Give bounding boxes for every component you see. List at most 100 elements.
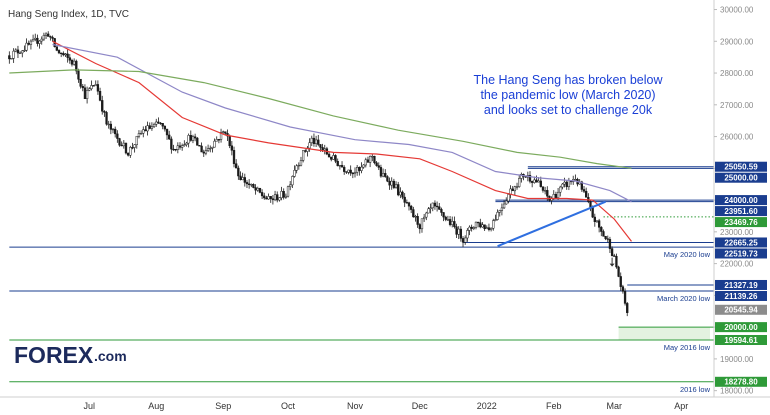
candle-body <box>297 164 300 167</box>
price-badge <box>715 237 767 248</box>
candle-body <box>291 176 294 186</box>
candle-body <box>51 36 54 39</box>
candle-body <box>626 303 629 313</box>
candle-body <box>489 227 493 230</box>
candle-body <box>183 144 186 146</box>
candle-body <box>319 144 322 148</box>
candle-body <box>204 150 208 154</box>
candle-body <box>440 209 443 213</box>
candle-body <box>107 123 110 126</box>
candle-body <box>533 179 536 183</box>
x-tick-label: Nov <box>347 401 364 411</box>
candle-body <box>494 219 497 221</box>
candle-body <box>34 37 37 40</box>
candle-body <box>582 189 586 192</box>
x-tick-label: 2022 <box>477 401 497 411</box>
candle-body <box>18 52 22 54</box>
candle-body <box>206 148 210 151</box>
candle-body <box>585 191 588 198</box>
candle-body <box>139 132 143 135</box>
candle-body <box>593 216 596 223</box>
candle-body <box>267 196 270 200</box>
candle-body <box>176 145 179 150</box>
candle-body <box>148 125 151 129</box>
candle-body <box>98 90 102 101</box>
candle-body <box>546 190 549 197</box>
candle-body <box>619 276 622 287</box>
candle-body <box>23 49 26 52</box>
trendline <box>497 200 606 248</box>
candle-body <box>358 167 361 171</box>
candle-body <box>323 148 326 151</box>
candle-body <box>505 200 508 205</box>
candle-body <box>142 129 145 134</box>
down-arrow-icon <box>609 257 615 267</box>
candle-body <box>90 85 93 90</box>
candle-body <box>198 145 201 147</box>
candle-body <box>301 150 305 161</box>
candle-body <box>431 202 434 209</box>
candle-body <box>345 171 348 173</box>
candle-body <box>451 221 454 225</box>
candle-body <box>289 184 292 188</box>
candle-body <box>42 35 46 40</box>
candle-body <box>513 186 517 192</box>
candle-body <box>461 238 465 243</box>
forex-logo: FOREX .com <box>14 342 127 368</box>
candle-body <box>131 147 134 149</box>
candle-body <box>181 145 184 148</box>
candle-body <box>157 121 160 124</box>
candle-body <box>168 134 171 140</box>
candle-body <box>146 125 149 132</box>
candle-body <box>200 145 203 153</box>
price-badge-label: 21327.19 <box>724 281 758 290</box>
candle-body <box>591 207 594 218</box>
candle-body <box>66 53 69 58</box>
y-tick-label: 22000.00 <box>720 260 754 269</box>
candle-body <box>124 142 128 154</box>
candle-body <box>483 224 486 230</box>
candle-body <box>518 178 521 187</box>
candle-body <box>507 194 510 202</box>
candle-body <box>193 136 197 139</box>
x-tick-label: Mar <box>607 401 623 411</box>
candle-body <box>88 88 91 91</box>
candle-body <box>213 140 216 148</box>
candle-body <box>172 148 175 151</box>
y-tick-label: 23000.00 <box>720 228 754 237</box>
candle-body <box>561 183 564 188</box>
moving-average-line <box>52 40 632 242</box>
zone-label: May 2016 low <box>664 343 711 352</box>
candle-body <box>237 167 240 177</box>
price-badge <box>715 248 767 259</box>
moving-average-line <box>9 69 632 169</box>
candle-body <box>401 191 404 198</box>
candle-body <box>299 160 303 166</box>
x-tick-label: Oct <box>281 401 296 411</box>
candle-body <box>27 42 30 45</box>
zone-label: March 2020 low <box>657 294 711 303</box>
candle-body <box>116 133 119 139</box>
candle-body <box>403 196 406 203</box>
candle-body <box>163 125 167 130</box>
candle-body <box>265 197 268 200</box>
candle-body <box>135 135 138 145</box>
annotation-text: The Hang Seng has broken below the pande… <box>473 73 663 117</box>
candle-body <box>278 197 281 201</box>
zone-label: 2016 low <box>680 385 711 394</box>
candle-body <box>62 53 65 56</box>
candle-body <box>314 139 318 144</box>
candle-body <box>55 46 59 51</box>
candle-body <box>362 164 365 168</box>
candle-body <box>129 147 132 156</box>
time-axis[interactable]: Jul Aug Sep Oct Nov Dec 2022 Feb Mar Apr <box>84 401 689 411</box>
price-badge-label: 19594.61 <box>724 336 758 345</box>
candle-body <box>263 195 266 199</box>
candle-body <box>118 138 121 146</box>
x-tick-label: Aug <box>148 401 164 411</box>
candle-body <box>520 173 523 179</box>
candle-body <box>453 221 456 227</box>
annotation-line-1: The Hang Seng has broken below <box>473 73 663 87</box>
candle-body <box>554 194 558 199</box>
price-badge <box>715 376 767 387</box>
